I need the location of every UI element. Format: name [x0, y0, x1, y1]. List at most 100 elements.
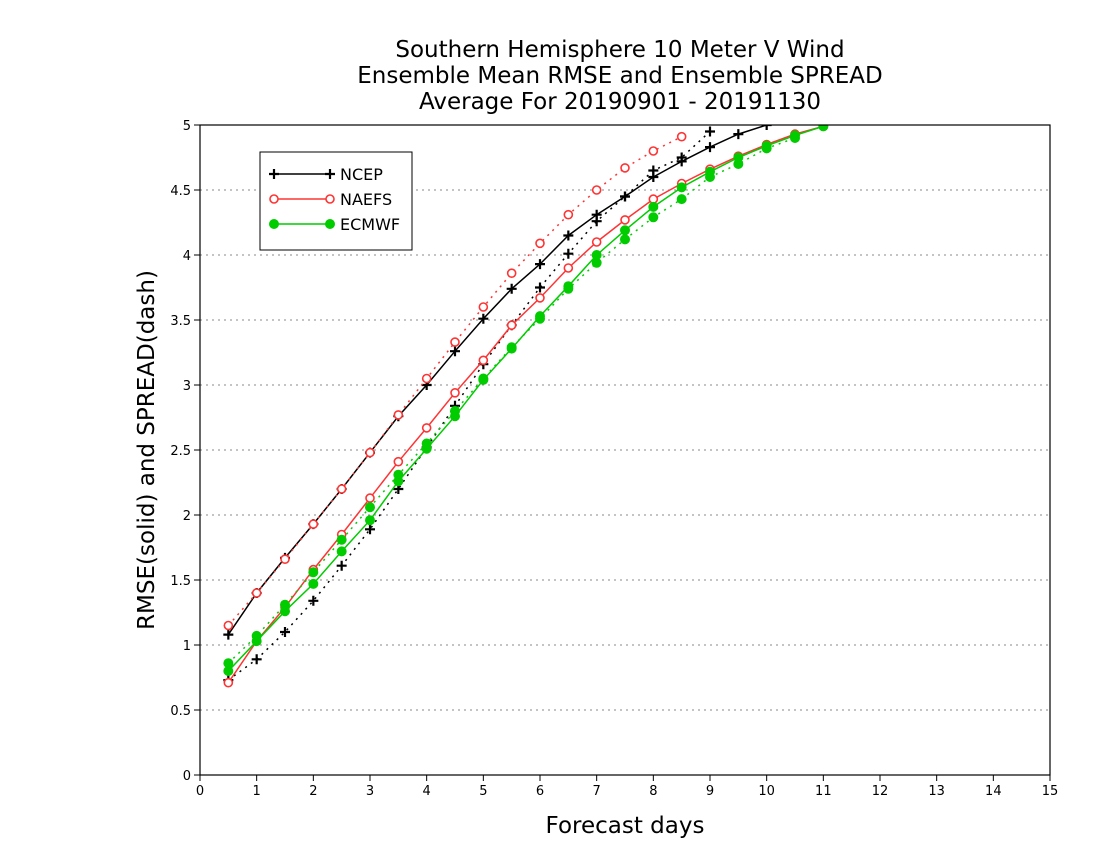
- legend-label-ecmwf: ECMWF: [340, 215, 400, 234]
- x-tick-label: 7: [593, 784, 601, 799]
- naefs-rmse-point: [478, 355, 489, 366]
- y-tick-label: 4.5: [170, 184, 191, 199]
- ncep-spread-point: [308, 595, 319, 606]
- x-axis-label: Forecast days: [546, 813, 705, 839]
- naefs-spread-point: [676, 131, 687, 142]
- naefs-spread-point: [506, 268, 517, 279]
- ecmwf-rmse-line: [227, 125, 824, 672]
- ecmwf-spread-point: [393, 469, 404, 480]
- ncep-rmse-point: [705, 142, 715, 153]
- ncep-spread-point: [676, 152, 687, 163]
- legend-marker-naefs: [325, 194, 335, 204]
- ncep-rmse-point: [563, 230, 574, 241]
- ncep-spread-point: [251, 654, 262, 665]
- naefs-rmse-point: [535, 293, 545, 303]
- x-tick-label: 5: [479, 784, 487, 799]
- ncep-spread-point: [620, 191, 630, 202]
- legend-marker-ecmwf: [325, 219, 335, 229]
- ncep-spread-point: [648, 165, 659, 176]
- y-tick-label: 2.5: [170, 444, 191, 459]
- naefs-spread-point: [563, 209, 574, 220]
- naefs-spread-point: [421, 373, 432, 384]
- naefs-rmse-point: [620, 215, 630, 225]
- gridlines: [200, 189, 1050, 711]
- naefs-spread-point: [336, 484, 347, 494]
- y-tick-label: 0: [183, 769, 191, 784]
- x-tick-label: 12: [872, 784, 889, 799]
- ecmwf-spread-point: [251, 630, 262, 641]
- ecmwf-spread-point: [308, 567, 319, 578]
- ncep-spread-point: [535, 282, 545, 293]
- naefs-rmse-point: [591, 237, 602, 247]
- naefs-spread-point: [450, 337, 460, 347]
- chart-title-line-2: Ensemble Mean RMSE and Ensemble SPREAD: [357, 63, 883, 89]
- legend-label-naefs: NAEFS: [340, 190, 392, 209]
- ecmwf-spread-point: [223, 658, 234, 669]
- legend-marker-ncep: [325, 169, 335, 179]
- ecmwf-spread-point: [733, 159, 744, 169]
- ecmwf-spread-point: [450, 406, 460, 416]
- ecmwf-spread-point: [365, 502, 375, 513]
- ecmwf-rmse-point: [365, 515, 375, 526]
- y-tick-label: 3: [183, 379, 191, 394]
- ncep-rmse-point: [733, 129, 744, 140]
- x-tick-label: 0: [196, 784, 204, 799]
- y-tick-label: 5: [183, 119, 191, 134]
- ecmwf-spread-point: [563, 283, 574, 294]
- y-tick-label: 4: [183, 249, 191, 264]
- naefs-rmse-point: [393, 456, 404, 467]
- ncep-rmse-point: [761, 125, 772, 130]
- ecmwf-spread-point: [761, 143, 772, 154]
- y-tick-label: 1.5: [170, 574, 191, 589]
- ecmwf-rmse-point: [648, 201, 659, 212]
- naefs-spread-point: [535, 238, 545, 249]
- y-tick-label: 0.5: [170, 704, 191, 719]
- naefs-spread-point: [365, 447, 375, 458]
- legend-label-ncep: NCEP: [340, 165, 383, 184]
- ncep-spread-point: [591, 216, 602, 227]
- ecmwf-spread-point: [336, 534, 347, 545]
- naefs-rmse-point: [421, 423, 432, 433]
- ecmwf-spread-point: [280, 599, 290, 610]
- ecmwf-spread-point: [648, 212, 659, 223]
- ncep-rmse-point: [506, 283, 517, 294]
- y-tick-label: 2: [183, 509, 191, 524]
- y-tick-label: 3.5: [170, 314, 191, 329]
- naefs-spread-point: [308, 519, 319, 529]
- x-tick-label: 14: [985, 784, 1002, 799]
- naefs-spread-point: [393, 410, 404, 420]
- naefs-rmse-point: [365, 493, 375, 503]
- naefs-rmse-point: [223, 677, 234, 688]
- series-layer: [223, 125, 829, 688]
- naefs-rmse-point: [450, 387, 460, 398]
- legend-marker-ncep: [269, 169, 279, 179]
- naefs-spread-point: [280, 554, 290, 565]
- legend-marker-ecmwf: [269, 219, 279, 229]
- x-tick-label: 1: [253, 784, 261, 799]
- naefs-spread-point: [648, 146, 659, 156]
- ncep-rmse-point: [478, 313, 489, 324]
- naefs-rmse-point: [563, 263, 574, 273]
- axes: 00.511.522.533.544.550 1 2 3 4 5 6 7 8 9 10 11 12 13 1…: [170, 119, 1058, 799]
- y-axis-label: RMSE(solid) and SPREAD(dash): [134, 270, 160, 630]
- ncep-rmse-line: [227, 125, 767, 636]
- ncep-spread-point: [365, 524, 375, 535]
- plot-frame: [199, 124, 1051, 776]
- legend-box: [259, 151, 413, 251]
- ncep-spread-point: [336, 560, 347, 571]
- ncep-spread-point: [705, 126, 715, 137]
- y-tick-label: 1: [183, 639, 191, 654]
- ecmwf-rmse-point: [676, 182, 687, 193]
- ecmwf-spread-point: [506, 342, 517, 353]
- ecmwf-spread-point: [535, 313, 545, 324]
- ecmwf-rmse-point: [308, 578, 319, 589]
- ecmwf-spread-point: [790, 133, 800, 143]
- naefs-rmse-line: [227, 125, 824, 684]
- ecmwf-rmse-point: [336, 546, 347, 557]
- x-tick-label: 8: [649, 784, 657, 799]
- x-tick-label: 11: [815, 784, 832, 799]
- ecmwf-spread-point: [620, 234, 630, 245]
- x-tick-label: 13: [928, 784, 945, 799]
- chart-title-line-1: Southern Hemisphere 10 Meter V Wind: [395, 37, 845, 63]
